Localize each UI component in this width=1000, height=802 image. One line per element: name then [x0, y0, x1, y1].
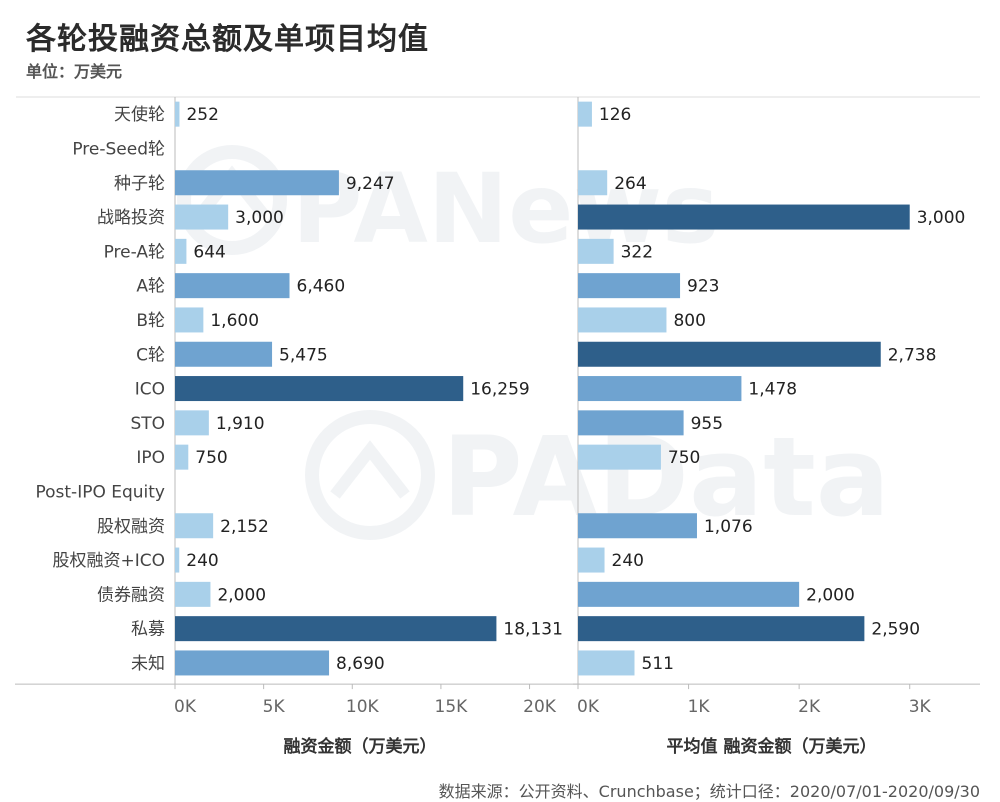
data-label: 1,910 [216, 414, 265, 434]
source-note: 数据来源：公开资料、Crunchbase；统计口径：2020/07/01-202… [438, 782, 980, 801]
data-label: 511 [642, 654, 674, 674]
category-label: IPO [136, 448, 165, 468]
category-label: A轮 [136, 277, 165, 297]
x-axis-title: 平均值 融资金额（万美元） [667, 736, 877, 757]
data-label: 2,000 [806, 585, 855, 605]
data-label: 2,590 [871, 620, 920, 640]
x-tick-label: 1K [688, 697, 711, 717]
data-label: 1,600 [210, 311, 259, 331]
category-label: 私募 [131, 620, 165, 640]
bar-0-3 [175, 204, 229, 230]
bar-0-5 [175, 273, 290, 299]
bar-1-3 [578, 204, 910, 230]
bar-0-9 [175, 410, 209, 436]
x-tick-label: 3K [909, 697, 932, 717]
data-label: 6,460 [297, 277, 346, 297]
data-label: 3,000 [235, 208, 284, 228]
data-label: 1,478 [748, 380, 797, 400]
category-label: ICO [135, 380, 165, 400]
panews-watermark-logo [177, 145, 287, 255]
bar-0-7 [175, 341, 273, 367]
bar-1-15 [578, 616, 865, 642]
bar-1-4 [578, 238, 614, 264]
data-label: 322 [621, 242, 653, 262]
chart-title: 各轮投融资总额及单项目均值 [26, 22, 429, 57]
bar-1-16 [578, 650, 635, 676]
x-tick-label: 5K [263, 697, 286, 717]
data-label: 126 [599, 105, 631, 125]
data-label: 800 [673, 311, 705, 331]
bar-0-4 [175, 238, 187, 264]
category-label: Pre-A轮 [104, 242, 165, 262]
bar-1-5 [578, 273, 681, 299]
category-label: 种子轮 [114, 174, 165, 194]
category-label: 股权融资 [97, 517, 165, 537]
category-label: B轮 [136, 311, 165, 331]
bar-0-13 [175, 547, 180, 573]
category-label: Post-IPO Equity [35, 482, 165, 502]
bar-1-6 [578, 307, 667, 333]
bar-1-13 [578, 547, 605, 573]
bar-0-2 [175, 170, 339, 196]
x-tick-label: 0K [174, 697, 197, 717]
category-label: Pre-Seed轮 [72, 139, 165, 159]
x-tick-label: 0K [577, 697, 600, 717]
unit-label: 单位：万美元 [26, 62, 123, 81]
category-label: C轮 [136, 345, 165, 365]
data-label: 923 [687, 277, 719, 297]
data-label: 2,152 [220, 517, 269, 537]
bar-0-10 [175, 444, 189, 470]
data-label: 955 [691, 414, 723, 434]
data-label: 3,000 [917, 208, 966, 228]
data-label: 16,259 [470, 380, 529, 400]
bar-0-6 [175, 307, 204, 333]
bar-1-14 [578, 581, 800, 607]
padata-watermark-logo [305, 410, 435, 540]
data-label: 9,247 [346, 174, 395, 194]
data-label: 644 [193, 242, 225, 262]
x-tick-label: 15K [435, 697, 469, 717]
bar-0-14 [175, 581, 211, 607]
data-label: 240 [186, 551, 218, 571]
x-tick-label: 2K [798, 697, 821, 717]
bar-0-16 [175, 650, 330, 676]
bar-1-9 [578, 410, 684, 436]
bar-0-8 [175, 376, 464, 402]
data-label: 750 [668, 448, 700, 468]
data-label: 18,131 [503, 620, 562, 640]
bar-0-15 [175, 616, 497, 642]
category-label: 股权融资+ICO [52, 551, 165, 571]
data-label: 2,738 [888, 345, 937, 365]
category-label: 天使轮 [114, 104, 165, 125]
bar-1-10 [578, 444, 661, 470]
data-label: 1,076 [704, 517, 753, 537]
bar-1-12 [578, 513, 697, 539]
data-label: 5,475 [279, 345, 328, 365]
x-axis-title: 融资金额（万美元） [284, 736, 437, 757]
x-tick-label: 20K [523, 697, 557, 717]
bar-1-2 [578, 170, 608, 196]
data-label: 264 [614, 174, 646, 194]
category-label: 债券融资 [97, 585, 165, 605]
bar-1-8 [578, 376, 742, 402]
x-tick-label: 10K [346, 697, 380, 717]
data-label: 252 [186, 105, 218, 125]
category-label: STO [130, 414, 165, 434]
data-label: 240 [612, 551, 644, 571]
bar-1-0 [578, 101, 592, 127]
data-label: 8,690 [336, 654, 385, 674]
bar-1-7 [578, 341, 881, 367]
bar-0-12 [175, 513, 214, 539]
data-label: 2,000 [217, 585, 266, 605]
category-label: 未知 [131, 654, 165, 674]
category-label: 战略投资 [97, 208, 165, 228]
data-label: 750 [195, 448, 227, 468]
bar-0-0 [175, 101, 180, 127]
